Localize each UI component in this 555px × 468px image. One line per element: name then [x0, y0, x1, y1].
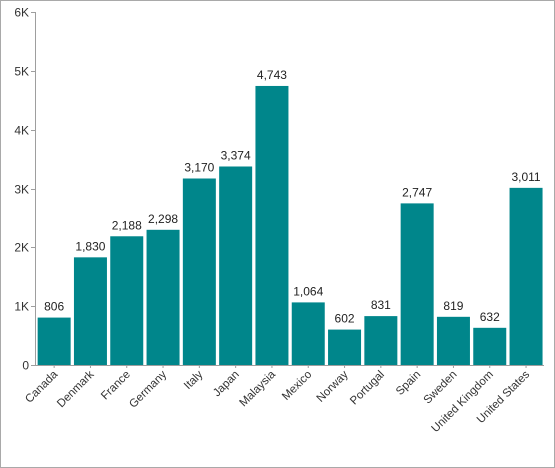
data-label: 4,743 — [257, 68, 287, 82]
bar — [37, 317, 71, 365]
x-tick-label: Italy — [182, 368, 206, 392]
y-tick-label: 0 — [22, 359, 29, 373]
y-tick-label: 2K — [14, 241, 29, 255]
data-label: 632 — [480, 310, 500, 324]
y-tick-label: 6K — [14, 6, 29, 20]
bar — [255, 85, 289, 366]
data-label: 1,830 — [75, 239, 105, 253]
data-label: 831 — [371, 298, 391, 312]
data-label: 3,011 — [511, 170, 540, 184]
x-tick-label: Norway — [315, 368, 351, 404]
bar — [110, 236, 144, 365]
bar — [73, 257, 107, 365]
x-tick-label: Canada — [23, 368, 60, 405]
x-tick-label: France — [99, 369, 133, 403]
data-label: 1,064 — [293, 284, 323, 298]
data-label: 3,374 — [221, 148, 251, 162]
bar — [182, 178, 216, 365]
x-tick-label: Spain — [394, 369, 423, 398]
x-tick-label: Mexico — [280, 369, 314, 403]
y-tick-label: 1K — [14, 300, 29, 314]
x-tick-label: Japan — [211, 369, 242, 400]
bar — [291, 302, 325, 365]
x-tick-label: Denmark — [55, 368, 97, 410]
data-label: 2,188 — [112, 218, 142, 232]
x-tick-label: Portugal — [348, 369, 387, 408]
bar — [219, 166, 253, 365]
data-label: 806 — [44, 300, 64, 314]
bar — [436, 316, 470, 365]
y-tick-label: 5K — [14, 65, 29, 79]
x-tick-label: Germany — [127, 368, 169, 410]
data-label: 602 — [335, 312, 355, 326]
data-label: 819 — [443, 299, 463, 313]
y-tick-label: 4K — [14, 124, 29, 138]
bar — [473, 327, 507, 365]
bar — [328, 329, 362, 365]
data-label: 2,298 — [148, 212, 178, 226]
y-tick-label: 3K — [14, 183, 29, 197]
bar — [146, 229, 180, 365]
data-label: 2,747 — [402, 185, 432, 199]
x-tick-label: United Kingdom — [430, 369, 496, 435]
bar — [400, 203, 434, 365]
bar — [509, 187, 543, 365]
data-label: 3,170 — [184, 160, 214, 174]
x-tick-label: Malaysia — [237, 368, 278, 409]
bar — [364, 316, 398, 365]
